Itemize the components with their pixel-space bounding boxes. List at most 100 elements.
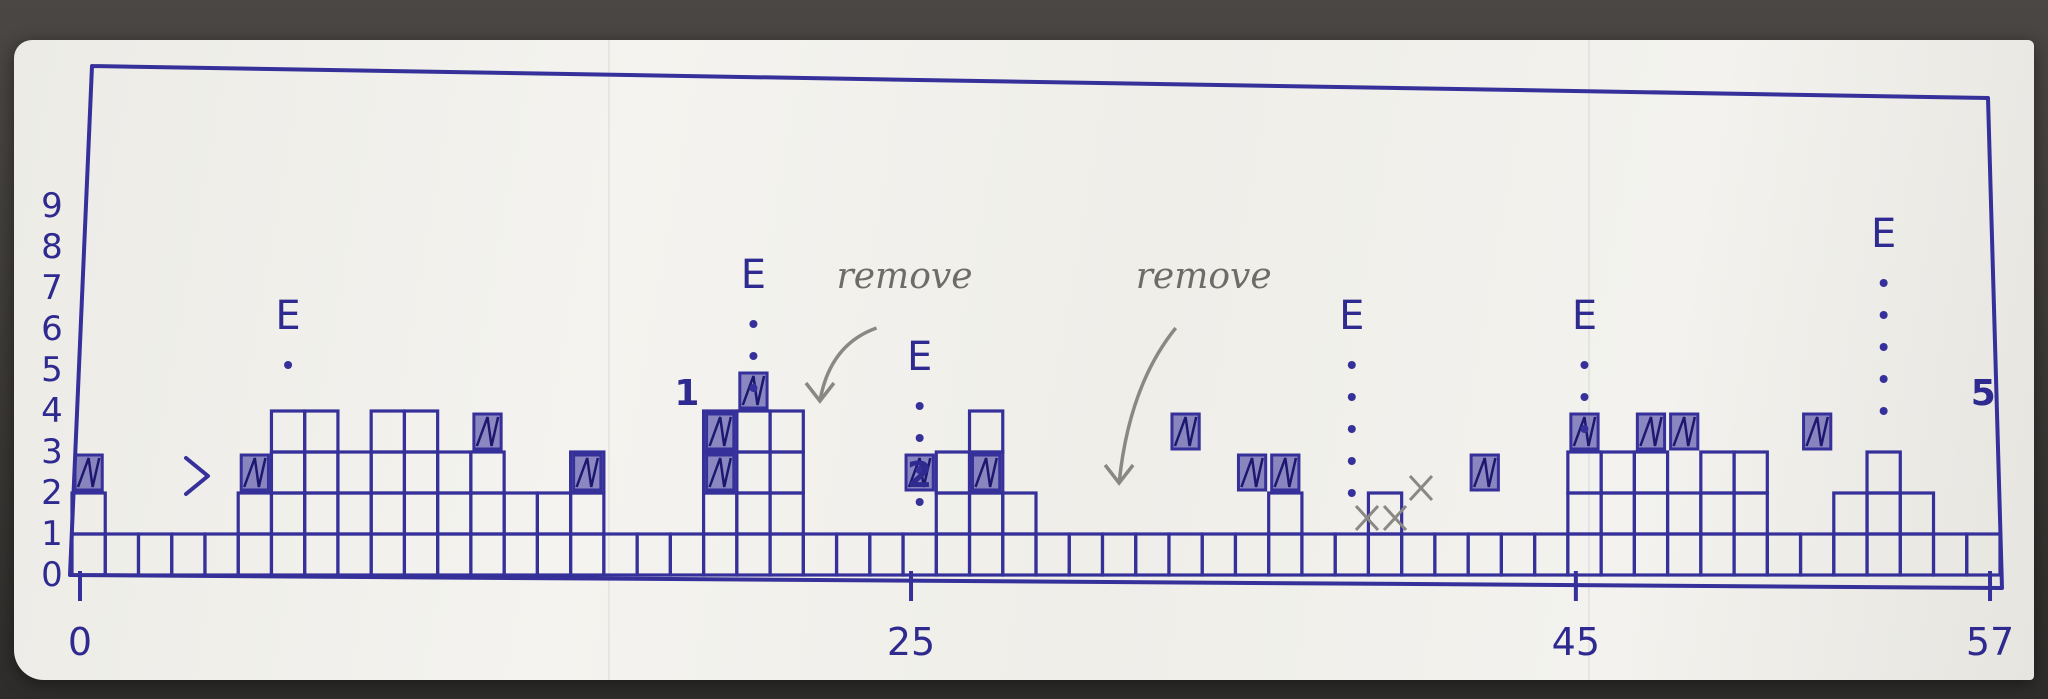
hatch-scribble	[974, 457, 998, 488]
bar-cell	[136, 532, 174, 577]
bar-cell	[336, 450, 373, 495]
bar-cell	[635, 532, 672, 577]
y-tick-label: 4	[41, 391, 63, 431]
bar-cell	[1300, 532, 1337, 577]
bar-cell	[70, 491, 107, 536]
bar-cell	[1233, 532, 1271, 577]
bar-cell	[402, 532, 440, 577]
bar-cell	[402, 409, 440, 454]
bar-cell	[1366, 532, 1404, 577]
event-dot	[1347, 457, 1356, 465]
bar-cell	[1732, 532, 1769, 577]
event-dot	[1879, 375, 1888, 383]
bar-cell	[1100, 532, 1138, 577]
bar-cell	[269, 450, 307, 495]
hatch-scribble	[1805, 416, 1830, 447]
x-axis-ticks: 0 25 45 57	[68, 571, 2014, 664]
bar-cell	[735, 450, 772, 495]
value-label: 5	[1971, 373, 1996, 414]
bar-cell	[402, 491, 440, 536]
bar-cell	[1034, 532, 1071, 577]
bar-cell	[1699, 532, 1736, 577]
bar-cell	[303, 450, 340, 495]
event-label: E	[1871, 211, 1896, 257]
bar-cell	[569, 450, 606, 495]
bar-cell	[269, 491, 307, 536]
paper-sheet	[14, 40, 2034, 680]
event-dot	[1879, 407, 1888, 415]
bar-cell	[901, 532, 938, 577]
bar-cell	[436, 491, 473, 536]
bar-cell	[502, 532, 539, 577]
y-tick-label: 0	[41, 555, 63, 595]
bar-cell	[203, 532, 240, 577]
bar-cell	[336, 491, 373, 536]
bar-cell	[1267, 532, 1304, 577]
event-label: E	[275, 293, 300, 339]
bar-cell	[436, 532, 473, 577]
bar-cell	[768, 491, 805, 536]
event-label: E	[1572, 293, 1597, 339]
bar-cell	[1832, 532, 1869, 577]
bar-cell	[701, 491, 739, 536]
bar-cell	[369, 532, 407, 577]
bar-cell	[1965, 532, 2002, 577]
bar-cell	[1798, 532, 1836, 577]
bar-cell	[1067, 532, 1105, 577]
bar-cell	[934, 450, 972, 495]
bar-cell	[369, 450, 407, 495]
bar-cell	[436, 450, 473, 495]
hatch-scribble	[708, 457, 733, 488]
event-dot	[1347, 425, 1356, 433]
bar-cell	[1167, 532, 1204, 577]
bar-cell	[170, 532, 207, 577]
remove-note: remove	[1136, 256, 1272, 297]
event-dot	[1347, 489, 1356, 497]
bar-cell	[967, 409, 1005, 454]
y-tick-label: 9	[41, 186, 63, 226]
bar-cell	[1466, 532, 1503, 577]
bar-cell	[1566, 450, 1603, 495]
bar-cell	[569, 491, 606, 536]
bar-cell	[701, 532, 739, 577]
y-tick-label: 2	[41, 473, 63, 513]
event-dot	[749, 320, 758, 328]
bar-cell	[535, 532, 573, 577]
bar-cell	[1765, 532, 1803, 577]
bar-cell	[303, 409, 340, 454]
bar-cell	[1699, 450, 1736, 495]
hatch-scribble	[575, 457, 600, 488]
bar-cell	[236, 491, 274, 536]
remove-note: remove	[837, 256, 973, 297]
bar-cell	[303, 532, 340, 577]
remove-annotations: remove remove	[804, 256, 1272, 486]
event-dot	[915, 466, 924, 474]
event-dot	[1879, 343, 1888, 351]
remove-arrow	[818, 326, 878, 402]
event-dot	[915, 498, 924, 506]
bar-cell	[1267, 491, 1304, 536]
hatch-scribble	[1273, 457, 1298, 488]
bar-cell	[1865, 532, 1902, 577]
bar-cell	[735, 532, 772, 577]
bar-cell	[369, 491, 407, 536]
bar-cell	[1001, 532, 1038, 577]
bar-cell	[1699, 491, 1736, 536]
event-markers: E E E E E E	[275, 211, 1896, 506]
bar-cell	[70, 532, 107, 577]
bar-cell	[1433, 532, 1470, 577]
bar-cell	[1134, 532, 1171, 577]
hatch-scribble	[1472, 457, 1497, 488]
bar-cell	[1566, 532, 1603, 577]
bar-cell	[236, 532, 274, 577]
bar-cell	[934, 532, 972, 577]
event-dot	[1879, 279, 1888, 287]
hatch-scribble	[475, 416, 500, 447]
bar-cell	[269, 409, 307, 454]
bar-cell	[768, 450, 805, 495]
hatch-scribble	[708, 416, 733, 447]
bar-cell	[834, 532, 872, 577]
bar-cell	[1732, 450, 1769, 495]
bar-cell	[569, 532, 606, 577]
